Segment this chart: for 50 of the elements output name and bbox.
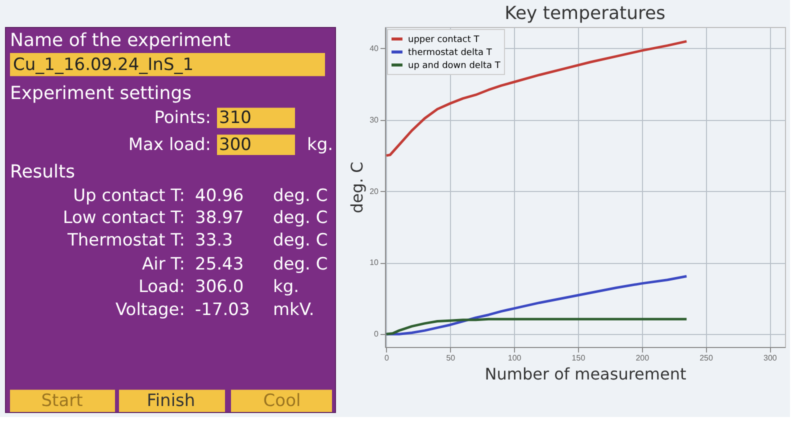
text: Low contact T:: [62, 208, 185, 228]
text: Cu_1_16.09.24_InS_1: [13, 55, 194, 76]
line-series: [385, 318, 688, 336]
legend-label: thermostat delta T: [408, 48, 492, 58]
text: Name of the experiment: [10, 30, 231, 51]
text: deg. C: [273, 186, 328, 206]
text: 306.0: [195, 276, 244, 297]
y-tick-label: 20: [370, 186, 380, 196]
legend-label: upper contact T: [408, 35, 480, 45]
text: 300: [219, 134, 252, 155]
text: Air T:: [142, 254, 185, 274]
x-tick-label: 0: [384, 354, 390, 362]
text: Voltage:: [116, 300, 185, 320]
text: Experiment settings: [10, 82, 192, 104]
x-tick-label: 200: [636, 354, 650, 362]
text: 25.43: [195, 254, 244, 274]
line-series: [385, 275, 688, 336]
y-tick-label: 30: [370, 115, 380, 124]
text: 310: [219, 108, 252, 128]
text: Max load:: [128, 134, 211, 155]
x-tick-label: 150: [572, 354, 586, 362]
x-tick-label: 100: [508, 354, 522, 362]
x-tick-label: 50: [446, 354, 456, 362]
text: 33.3: [195, 230, 233, 250]
text: Finish: [146, 390, 196, 411]
y-tick-label: 40: [370, 44, 380, 53]
text: Results: [10, 162, 75, 183]
text: kg.: [273, 276, 300, 297]
chart-title: Key temperatures: [504, 3, 666, 24]
text: 40.96: [195, 186, 244, 206]
x-tick-label: 250: [700, 354, 714, 362]
text: Start: [41, 390, 84, 411]
y-axis-title: deg. C: [348, 162, 367, 214]
text: deg. C: [273, 254, 328, 274]
text: Cool: [263, 390, 301, 411]
text: -17.03: [195, 300, 250, 320]
y-tick-label: 0: [374, 330, 380, 339]
text: Up contact T:: [73, 186, 185, 206]
text: kg.: [307, 134, 334, 155]
x-tick-label: 300: [763, 354, 778, 362]
y-tick-label: 10: [370, 258, 380, 268]
text: 38.97: [195, 208, 244, 228]
text: deg. C: [273, 230, 328, 250]
legend-label: up and down delta T: [408, 61, 501, 71]
text: deg. C: [273, 208, 328, 228]
x-axis-title: Number of measurement: [484, 364, 686, 384]
text: Points:: [154, 108, 211, 128]
text: Load:: [138, 276, 185, 297]
text: mkV.: [273, 300, 314, 320]
text: Thermostat T:: [66, 230, 185, 250]
